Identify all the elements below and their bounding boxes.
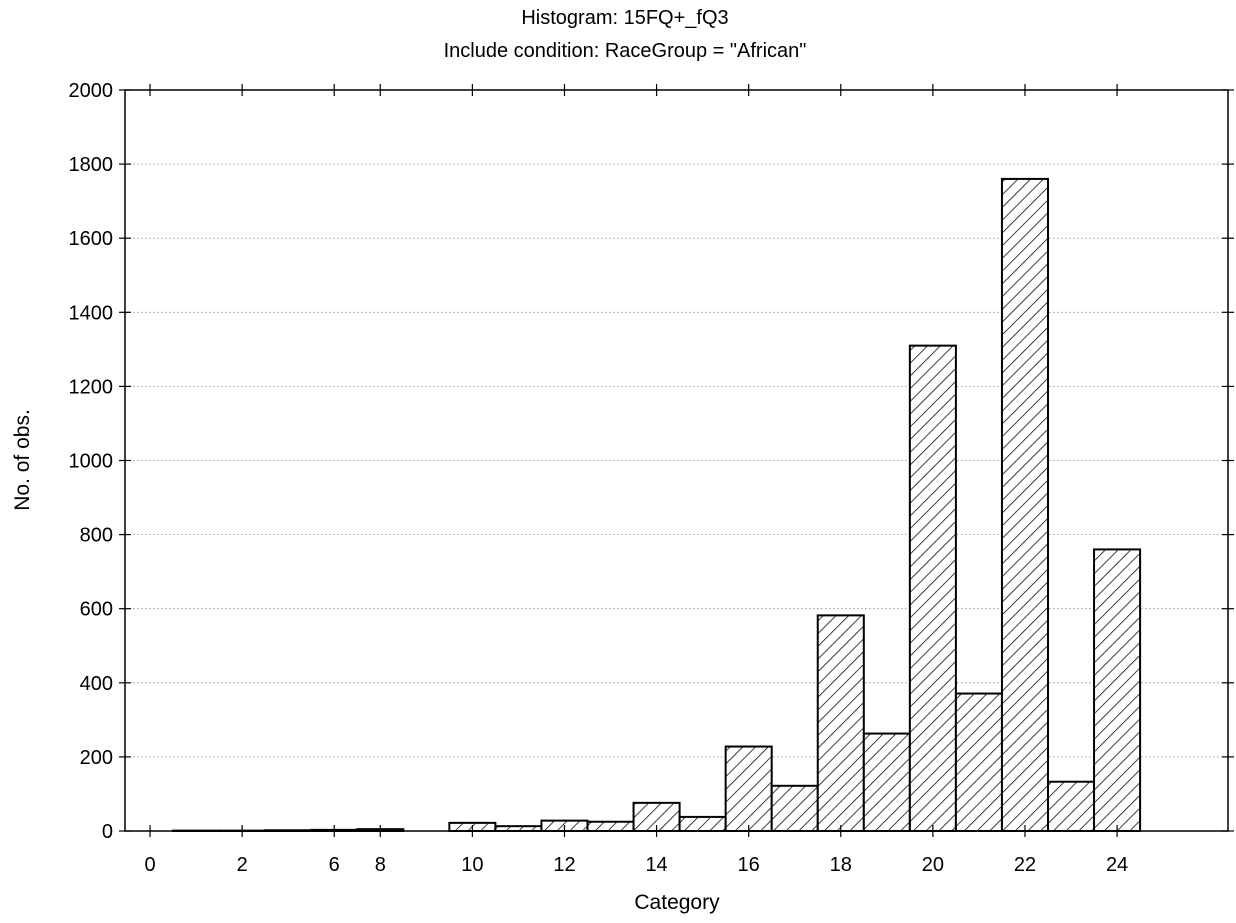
x-tick-label: 20 <box>922 854 944 876</box>
chart-title: Histogram: 15FQ+_fQ3 <box>521 7 728 29</box>
bar <box>586 820 635 832</box>
x-tick-label: 24 <box>1106 854 1128 876</box>
bar <box>1000 177 1050 833</box>
bar <box>678 815 727 832</box>
x-tick-label: 6 <box>329 854 340 876</box>
gridlines <box>125 163 1228 758</box>
x-tick-label: 18 <box>830 854 852 876</box>
y-tick-label: 1800 <box>69 154 114 176</box>
bars <box>172 177 1142 833</box>
x-axis-ticks: 0 2 6 8 10 12 14 16 18 20 22 24 <box>144 84 1128 876</box>
bar <box>1093 548 1142 832</box>
y-tick-label: 800 <box>80 525 113 547</box>
bar <box>1047 780 1096 832</box>
bar <box>862 732 911 832</box>
y-tick-label: 1400 <box>69 302 114 324</box>
bar <box>770 784 819 832</box>
bar <box>908 344 957 832</box>
bar <box>724 745 773 833</box>
x-tick-label: 0 <box>144 854 155 876</box>
plot-frame <box>124 89 1229 832</box>
y-tick-label: 1200 <box>69 376 114 398</box>
x-axis-label: Category <box>634 891 720 914</box>
y-tick-label: 2000 <box>69 80 114 102</box>
x-tick-label: 10 <box>461 854 483 876</box>
x-tick-label: 22 <box>1014 854 1036 876</box>
y-tick-label: 400 <box>80 673 113 695</box>
bar <box>954 692 1003 832</box>
y-tick-label: 600 <box>80 599 113 621</box>
y-axis-label: No. of obs. <box>11 409 34 511</box>
bar <box>816 614 865 832</box>
x-tick-label: 12 <box>553 854 575 876</box>
y-tick-label: 1600 <box>69 228 114 250</box>
x-tick-label: 16 <box>738 854 760 876</box>
y-tick-label: 1000 <box>69 451 114 473</box>
y-tick-label: 0 <box>102 821 113 843</box>
chart-subtitle: Include condition: RaceGroup = "African" <box>444 40 807 62</box>
x-tick-label: 8 <box>375 854 386 876</box>
x-tick-label: 14 <box>645 854 667 876</box>
y-axis-ticks: 0 200 400 600 800 1000 1200 1400 1600 1800 2000 <box>69 80 1234 843</box>
y-tick-label: 200 <box>80 747 113 769</box>
x-tick-label: 2 <box>237 854 248 876</box>
